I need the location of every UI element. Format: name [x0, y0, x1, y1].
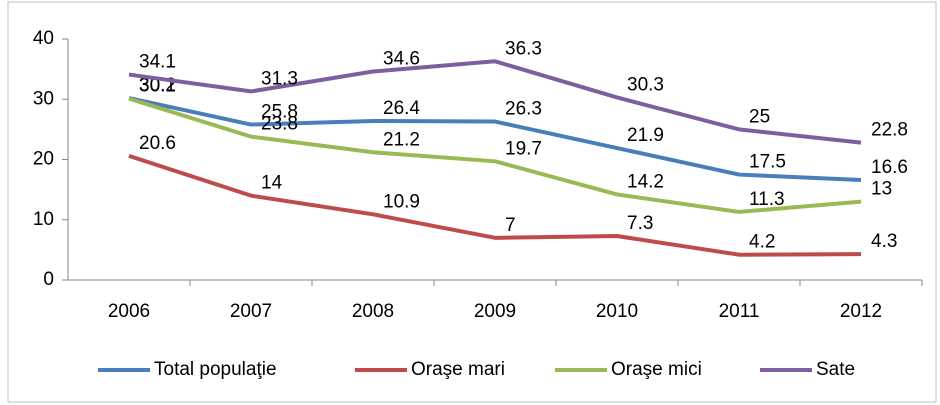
x-tick-label: 2009 [474, 301, 516, 322]
data-label: 25 [749, 106, 770, 127]
data-label: 16.6 [871, 157, 908, 178]
data-label: 21.9 [627, 125, 664, 146]
chart-border [7, 1, 937, 403]
data-label: 7.3 [627, 213, 653, 234]
x-tick-label: 2010 [596, 301, 638, 322]
y-tick-label: 20 [33, 149, 54, 170]
data-label: 26.3 [505, 99, 542, 120]
legend-label: Oraşe mici [611, 359, 702, 380]
x-tick-label: 2007 [230, 301, 272, 322]
data-label: 11.3 [749, 189, 785, 210]
data-label: 14 [261, 173, 283, 194]
series-line [128, 96, 862, 214]
data-label: 23.8 [261, 114, 298, 135]
data-label: 17.5 [749, 152, 786, 173]
series-line [128, 96, 862, 182]
legend-label: Sate [816, 359, 855, 380]
y-tick-label: 10 [33, 209, 54, 230]
data-label: 26.4 [383, 98, 420, 119]
data-label: 21.2 [383, 129, 420, 150]
data-label: 36.3 [505, 38, 542, 59]
data-label: 31.3 [261, 68, 298, 89]
data-label: 10.9 [383, 191, 420, 212]
y-tick-label: 40 [33, 28, 54, 49]
data-label: 25.8 [261, 102, 298, 123]
data-label: 4.2 [749, 232, 775, 253]
data-label: 14.2 [627, 171, 664, 192]
data-label: 19.7 [505, 138, 542, 159]
data-label: 34.1 [139, 52, 176, 73]
x-tick-label: 2011 [719, 301, 760, 322]
data-label: 4.3 [871, 231, 897, 252]
data-label: 20.6 [139, 133, 176, 154]
data-label: 30.3 [627, 74, 664, 95]
series-line [128, 153, 862, 257]
data-label: 22.8 [871, 120, 908, 141]
data-label: 13 [871, 179, 892, 200]
y-tick-label: 0 [43, 269, 54, 290]
data-label: 7 [505, 215, 516, 236]
legend-label: Oraşe mari [411, 359, 505, 380]
y-tick-label: 30 [33, 88, 54, 109]
x-tick-label: 2006 [108, 301, 150, 322]
data-label: 34.6 [383, 49, 420, 70]
legend-label: Total populaţie [154, 359, 277, 380]
series-line [128, 59, 862, 145]
x-tick-label: 2008 [352, 301, 394, 322]
x-tick-label: 2012 [840, 301, 882, 322]
